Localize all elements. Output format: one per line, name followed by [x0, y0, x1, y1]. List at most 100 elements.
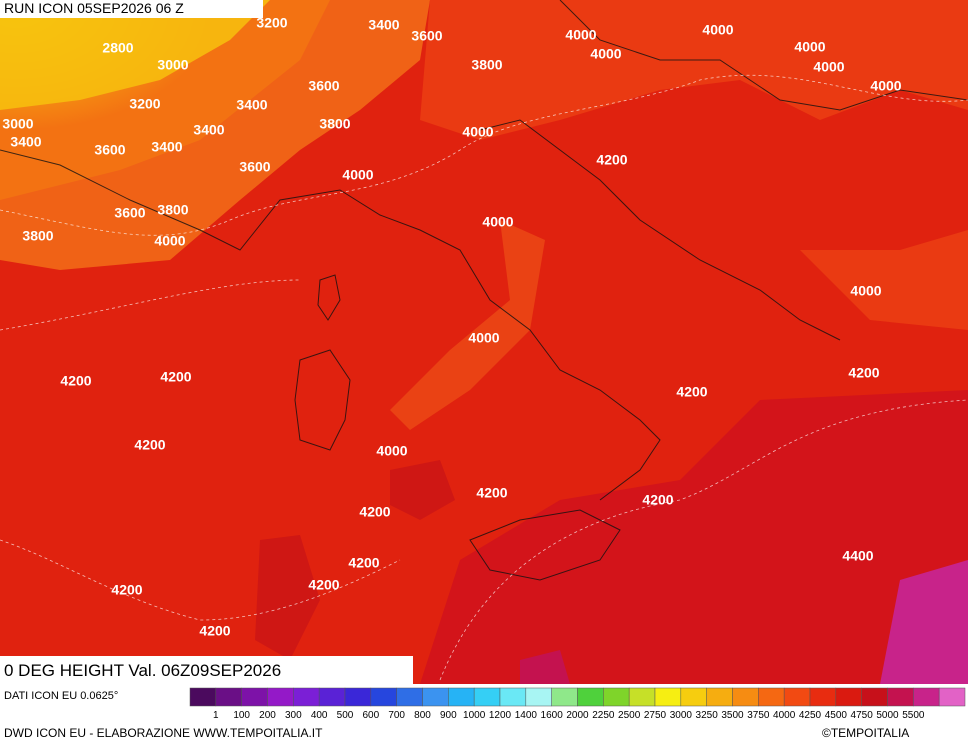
legend-label: 900: [440, 710, 457, 721]
contour-label: 3800: [471, 57, 502, 73]
legend-label: 600: [362, 710, 379, 721]
contour-label: 4000: [870, 78, 901, 94]
legend-swatch: [887, 687, 914, 707]
contour-label: 4200: [160, 369, 191, 385]
legend-label: 3500: [721, 710, 744, 721]
contour-label: 4200: [134, 437, 165, 453]
contour-label: 4000: [813, 59, 844, 75]
legend-swatch: [189, 687, 217, 707]
contour-label: 4200: [476, 485, 507, 501]
legend-swatch: [215, 687, 242, 707]
legend-label: 2750: [644, 710, 667, 721]
legend-swatch: [732, 687, 759, 707]
legend-swatch: [448, 687, 475, 707]
legend-swatch: [680, 687, 707, 707]
contour-labels: 3200 3400 3600 4000 4000 4000 2800 3000 4000 4000…: [2, 15, 901, 639]
legend-swatch: [913, 687, 940, 707]
legend-label: 800: [414, 710, 431, 721]
legend-swatch: [603, 687, 630, 707]
legend-label: 700: [388, 710, 405, 721]
legend-label: 200: [259, 710, 276, 721]
contour-label: 4200: [348, 555, 379, 571]
legend-label: 1600: [541, 710, 564, 721]
title-box: [0, 656, 413, 684]
legend-swatch: [344, 687, 372, 707]
brand: ©TEMPOITALIA: [822, 726, 909, 740]
legend-label: 300: [285, 710, 302, 721]
contour-label: 4000: [850, 283, 881, 299]
contour-label: 3400: [151, 139, 182, 155]
contour-label: 4000: [468, 330, 499, 346]
legend-swatch: [551, 687, 578, 707]
legend-swatch: [318, 687, 346, 707]
contour-label: 3600: [114, 205, 145, 221]
contour-label: 3600: [411, 28, 442, 44]
legend-swatch: [396, 687, 423, 707]
legend-label: 1: [213, 710, 219, 721]
legend-swatch: [783, 687, 811, 707]
legend-label: 500: [337, 710, 354, 721]
contour-label: 3400: [10, 134, 41, 150]
header-box: [0, 0, 263, 18]
legend-swatch: [577, 687, 604, 707]
legend-swatch: [525, 687, 552, 707]
contour-label: 4000: [342, 167, 373, 183]
legend: 1 100 200 300 400 500 600 700 800 900 1000 1200 1400…: [189, 687, 966, 721]
legend-swatch: [628, 687, 656, 707]
legend-label: 2000: [566, 710, 589, 721]
contour-label: 4000: [590, 46, 621, 62]
contour-label: 3400: [368, 17, 399, 33]
legend-swatch: [938, 687, 966, 707]
legend-label: 4500: [825, 710, 848, 721]
legend-swatch: [499, 687, 527, 707]
legend-label: 1400: [515, 710, 538, 721]
legend-swatch: [861, 687, 888, 707]
contour-label: 3200: [256, 15, 287, 31]
legend-label: 100: [233, 710, 250, 721]
legend-label: 2500: [618, 710, 641, 721]
map-field: [0, 0, 968, 684]
contour-label: 4200: [308, 577, 339, 593]
contour-label: 4000: [154, 233, 185, 249]
contour-label: 4000: [462, 124, 493, 140]
legend-label: 3000: [670, 710, 693, 721]
contour-label: 3600: [239, 159, 270, 175]
legend-label: 5000: [876, 710, 899, 721]
contour-label: 3800: [319, 116, 350, 132]
contour-label: 3800: [157, 202, 188, 218]
contour-label: 3600: [308, 78, 339, 94]
contour-label: 4000: [482, 214, 513, 230]
legend-swatch: [809, 687, 837, 707]
legend-label: 3250: [696, 710, 719, 721]
contour-label: 4000: [565, 27, 596, 43]
data-source: DATI ICON EU 0.0625°: [4, 690, 118, 702]
contour-label: 3400: [236, 97, 267, 113]
legend-swatch: [758, 687, 785, 707]
legend-swatch: [241, 687, 268, 707]
legend-swatch: [835, 687, 862, 707]
contour-label: 2800: [102, 40, 133, 56]
legend-label: 4250: [799, 710, 822, 721]
contour-label: 3800: [22, 228, 53, 244]
contour-label: 4200: [642, 492, 673, 508]
contour-label: 4200: [111, 582, 142, 598]
contour-label: 4000: [702, 22, 733, 38]
legend-label: 3750: [747, 710, 770, 721]
contour-label: 3400: [193, 122, 224, 138]
contour-label: 4400: [842, 548, 873, 564]
contour-label: 4200: [848, 365, 879, 381]
legend-label: 1000: [463, 710, 486, 721]
contour-label: 4200: [359, 504, 390, 520]
legend-label: 5500: [902, 710, 925, 721]
legend-label: 4000: [773, 710, 796, 721]
legend-label: 2250: [592, 710, 615, 721]
contour-label: 3600: [94, 142, 125, 158]
contour-label: 4200: [199, 623, 230, 639]
legend-label: 1200: [489, 710, 512, 721]
legend-swatch: [473, 687, 501, 707]
legend-swatch: [422, 687, 449, 707]
contour-label: 4200: [60, 373, 91, 389]
contour-label: 3000: [2, 116, 33, 132]
legend-label: 4750: [851, 710, 874, 721]
